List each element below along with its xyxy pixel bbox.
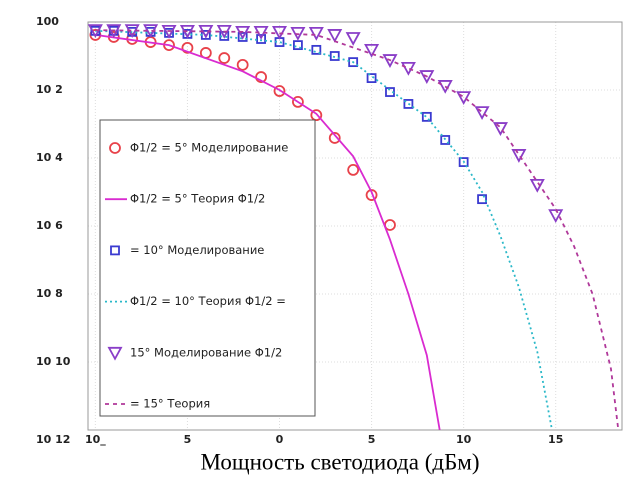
marker bbox=[311, 44, 322, 55]
marker bbox=[364, 43, 380, 58]
y-tick-label: 10 12 bbox=[36, 433, 70, 446]
legend-label: = 15° Теория bbox=[130, 397, 210, 411]
marker bbox=[181, 41, 194, 54]
marker bbox=[110, 245, 120, 256]
marker bbox=[328, 132, 341, 144]
y-tick-label: 10 10 bbox=[36, 355, 71, 368]
x-tick-label: 0 bbox=[276, 433, 284, 446]
marker bbox=[456, 91, 472, 106]
marker bbox=[382, 54, 398, 68]
marker bbox=[107, 346, 123, 361]
legend-box bbox=[99, 119, 316, 417]
marker bbox=[255, 71, 267, 83]
marker bbox=[511, 149, 527, 163]
marker bbox=[236, 58, 249, 71]
marker bbox=[492, 122, 508, 136]
marker bbox=[403, 99, 414, 109]
plot-frame bbox=[87, 21, 623, 431]
marker bbox=[310, 109, 323, 122]
marker bbox=[109, 142, 121, 154]
x-tick-label: 15 bbox=[548, 433, 563, 446]
marker bbox=[347, 163, 360, 176]
x-axis-label: Мощность светодиода (дБм) bbox=[201, 449, 480, 474]
marker bbox=[458, 157, 469, 167]
marker bbox=[366, 73, 377, 83]
marker bbox=[273, 85, 286, 97]
legend-label: Φ1/2 = 5° Моделирование bbox=[130, 141, 288, 155]
marker bbox=[477, 194, 487, 205]
legend-label: = 10° Моделирование bbox=[130, 243, 264, 257]
marker bbox=[293, 40, 303, 51]
marker bbox=[437, 80, 453, 94]
marker bbox=[421, 111, 432, 122]
marker bbox=[327, 29, 343, 43]
y-tick-label: 10 4 bbox=[36, 151, 63, 164]
marker bbox=[400, 62, 416, 76]
marker bbox=[271, 25, 288, 40]
x-tick-label: 10_ bbox=[85, 433, 106, 446]
legend-label: Φ1/2 = 10° Теория Φ1/2 = bbox=[130, 294, 286, 308]
marker bbox=[329, 51, 340, 61]
y-tick-label: 10 2 bbox=[36, 83, 63, 96]
marker bbox=[348, 57, 359, 68]
series-line bbox=[95, 34, 441, 430]
marker bbox=[237, 32, 248, 42]
marker bbox=[345, 32, 361, 46]
marker bbox=[474, 106, 490, 120]
y-tick-label: 100 bbox=[36, 15, 59, 28]
y-tick-label: 10 8 bbox=[36, 287, 63, 300]
y-tick-label: 10 6 bbox=[36, 219, 63, 232]
marker bbox=[308, 26, 324, 41]
marker bbox=[292, 96, 304, 108]
legend-label: 15° Моделирование Φ1/2 bbox=[130, 345, 282, 359]
series-line bbox=[95, 29, 553, 430]
marker bbox=[106, 24, 122, 39]
x-tick-label: 5 bbox=[184, 433, 192, 446]
marker bbox=[419, 70, 435, 84]
marker bbox=[218, 52, 231, 64]
marker bbox=[440, 135, 451, 145]
legend-label: Φ1/2 = 5° Теория Φ1/2 bbox=[130, 192, 265, 206]
marker bbox=[290, 26, 306, 41]
marker bbox=[161, 24, 177, 39]
x-tick-label: 10 bbox=[456, 433, 472, 446]
x-tick-label: 5 bbox=[368, 433, 376, 446]
